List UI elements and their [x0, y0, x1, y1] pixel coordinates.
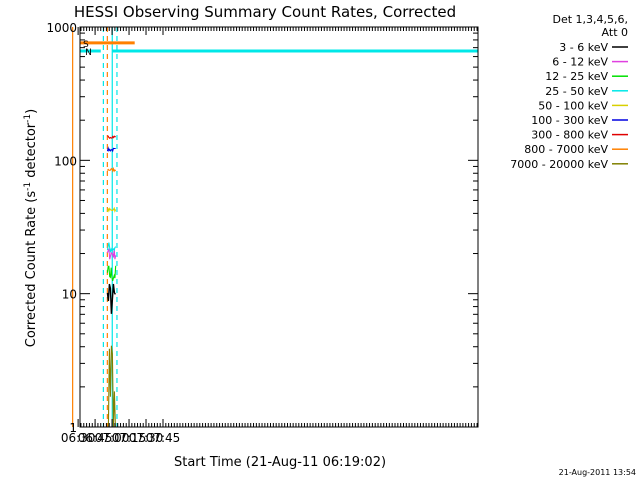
series-line-6 — [107, 135, 116, 139]
y-tick-label-2: 100 — [54, 154, 77, 168]
legend-label-2: 12 - 25 keV — [545, 70, 608, 83]
legend-header-line2: Att 0 — [602, 26, 628, 39]
series-line-2 — [106, 265, 117, 282]
legend-label-7: 800 - 7000 keV — [524, 143, 608, 156]
legend-label-3: 25 - 50 keV — [545, 85, 608, 98]
series-line-4 — [106, 206, 117, 213]
x-tick-label-1: 06:45 — [78, 431, 113, 445]
legend-label-4: 50 - 100 keV — [538, 99, 608, 112]
series-line-7 — [106, 166, 117, 173]
x-axis-label: Start Time (21-Aug-11 06:19:02) — [174, 455, 386, 470]
legend-label-6: 300 - 800 keV — [531, 129, 608, 142]
series-line-8 — [107, 345, 116, 428]
marker-label-1: N — [85, 48, 92, 58]
background-lines: SN — [72, 27, 478, 427]
x-tick-label-3: 07:15 — [112, 431, 147, 445]
series-group — [106, 135, 117, 428]
plot-frame — [79, 26, 479, 428]
legend-header-line1: Det 1,3,4,5,6, — [552, 13, 628, 26]
legend-label-5: 100 - 300 keV — [531, 114, 608, 127]
x-tick-label-0: 06:30 — [61, 431, 96, 445]
y-axis: 1 10 100 1000 — [46, 21, 478, 435]
y-tick-label-3: 1000 — [46, 21, 77, 35]
legend: Det 1,3,4,5,6, Att 0 3 - 6 keV 6 - 12 keV… — [510, 13, 628, 171]
x-tick-label-2: 07:00 — [95, 431, 130, 445]
marker-label-0: S — [83, 40, 89, 50]
series-line-5 — [106, 146, 116, 153]
x-tick-label-4: 07:30 — [129, 431, 164, 445]
y-axis-label-sup1: -1 — [23, 182, 33, 191]
y-axis-label-sup2: -1 — [23, 114, 33, 123]
timestamp: 21-Aug-2011 13:54 — [559, 468, 636, 477]
series-line-0 — [106, 283, 117, 314]
y-axis-label-main: Corrected Count Rate (s — [24, 191, 39, 348]
x-tick-label-5: 07:45 — [146, 431, 181, 445]
y-tick-label-0: 1 — [69, 421, 77, 435]
y-axis-label-mid: detector — [24, 122, 39, 182]
legend-label-0: 3 - 6 keV — [559, 41, 608, 54]
y-axis-label: Corrected Count Rate (s-1 detector-1) — [23, 109, 39, 347]
y-tick-label-1: 10 — [62, 288, 77, 302]
legend-label-1: 6 - 12 keV — [552, 56, 608, 69]
y-axis-label-end: ) — [24, 109, 39, 114]
chart-title: HESSI Observing Summary Count Rates, Cor… — [74, 3, 456, 21]
series-line-3 — [106, 242, 117, 253]
legend-label-8: 7000 - 20000 keV — [510, 158, 608, 171]
